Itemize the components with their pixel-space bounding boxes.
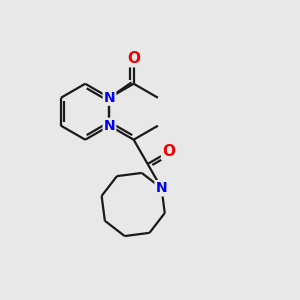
Text: N: N	[103, 119, 115, 133]
Text: N: N	[103, 91, 115, 105]
Text: N: N	[156, 181, 167, 195]
Text: N: N	[156, 181, 167, 195]
Text: O: O	[162, 144, 175, 159]
Text: O: O	[127, 51, 140, 66]
